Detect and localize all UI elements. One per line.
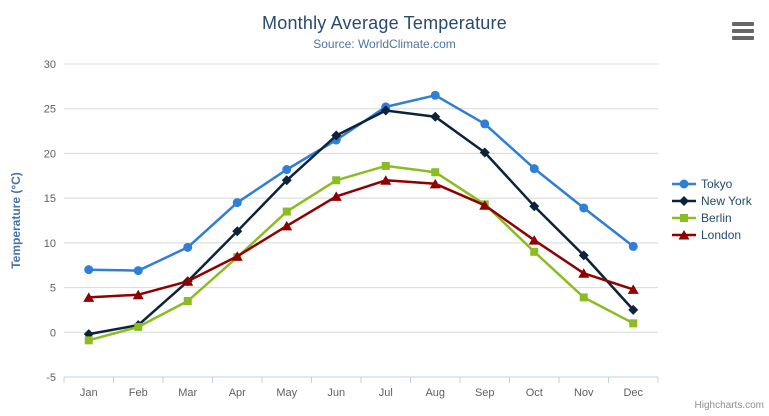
svg-text:0: 0 [50,327,56,339]
chart-title: Monthly Average Temperature [262,13,507,33]
legend-label: Berlin [701,210,732,225]
y-gridlines [64,63,658,378]
legend-label: London [701,227,742,242]
svg-text:Nov: Nov [574,387,594,399]
svg-text:Jan: Jan [80,387,98,399]
legend-item-berlin[interactable]: Berlin [672,209,752,226]
svg-text:Jul: Jul [379,387,393,399]
svg-text:Oct: Oct [526,387,543,399]
svg-text:10: 10 [44,238,56,250]
chart-subtitle: Source: WorldClimate.com [313,37,456,51]
london-triangle-marker-icon [672,229,696,239]
x-axis [63,376,659,383]
svg-text:Feb: Feb [129,387,148,399]
series-new-york[interactable] [83,105,639,340]
svg-text:May: May [276,387,297,399]
chart-legend: Tokyo New York Berlin London [672,175,752,243]
svg-text:Mar: Mar [178,387,197,399]
legend-item-tokyo[interactable]: Tokyo [672,175,752,192]
svg-text:20: 20 [44,148,56,160]
legend-item-london[interactable]: London [672,226,752,243]
svg-text:-5: -5 [46,372,56,384]
svg-text:Dec: Dec [623,387,643,399]
series-london[interactable] [83,175,639,302]
svg-text:30: 30 [44,59,56,71]
chart-menu-button[interactable] [729,17,759,45]
legend-label: New York [701,193,752,208]
y-axis-labels: -5 0 5 10 15 20 25 30 [44,59,56,384]
x-axis-labels: Jan Feb Mar Apr May Jun Jul Aug Sep Oct Nov Dec [80,387,644,399]
new-york-diamond-marker-icon [672,195,696,206]
svg-text:25: 25 [44,104,56,116]
hamburger-icon [732,22,756,40]
legend-item-new-york[interactable]: New York [672,192,752,209]
berlin-square-marker-icon [672,213,696,222]
legend-label: Tokyo [701,176,733,191]
svg-text:Jun: Jun [327,387,345,399]
y-axis-title: Temperature (°C) [9,172,23,269]
series-tokyo[interactable] [84,90,638,276]
svg-text:Aug: Aug [425,387,445,399]
svg-text:15: 15 [44,193,56,205]
svg-text:Sep: Sep [475,387,495,399]
highcharts-credits-link[interactable]: Highcharts.com [694,400,764,411]
tokyo-circle-marker-icon [672,179,696,188]
svg-text:Apr: Apr [229,387,246,399]
svg-text:5: 5 [50,283,56,295]
